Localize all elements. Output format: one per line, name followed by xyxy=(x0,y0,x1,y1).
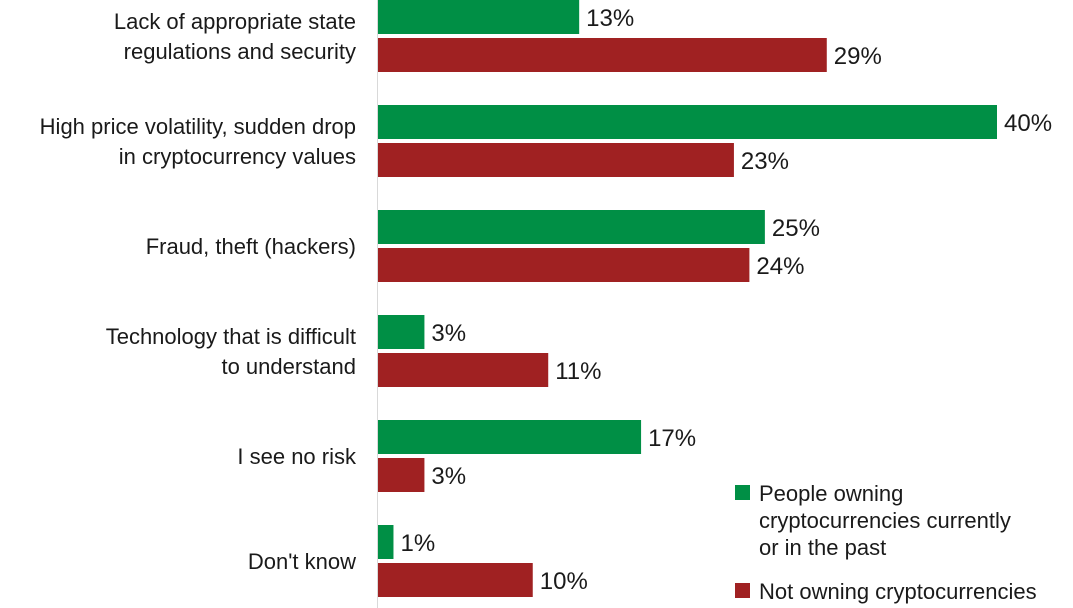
bar-not-owning xyxy=(378,38,827,72)
bar-not-owning xyxy=(378,458,425,492)
value-label-not-owning: 3% xyxy=(431,463,466,490)
legend: People owning cryptocurrencies currently… xyxy=(735,480,1070,605)
value-label-not-owning: 11% xyxy=(555,358,601,385)
bar-not-owning xyxy=(378,563,533,597)
category-label: Fraud, theft (hackers) xyxy=(146,234,356,259)
legend-swatch-owning xyxy=(735,485,750,500)
bar-owning xyxy=(378,420,642,454)
value-label-owning: 1% xyxy=(400,530,435,557)
bar-owning xyxy=(378,0,580,34)
value-label-owning: 3% xyxy=(431,320,466,347)
category-label: I see no risk xyxy=(237,444,357,469)
category-label: Don't know xyxy=(248,549,356,574)
legend-label-not-owning: Not owning cryptocurrencies xyxy=(759,579,1037,604)
category-label: High price volatility, sudden drop in cry… xyxy=(40,114,356,169)
category-label: Lack of appropriate state regulations and… xyxy=(114,9,356,64)
bar-owning xyxy=(378,525,394,559)
value-label-owning: 25% xyxy=(772,215,820,242)
value-label-not-owning: 29% xyxy=(834,43,882,70)
bar-not-owning xyxy=(378,248,750,282)
legend-item-owning: People owning cryptocurrencies currently… xyxy=(735,480,1070,561)
bar-owning xyxy=(378,210,765,244)
legend-swatch-not-owning xyxy=(735,583,750,598)
value-label-not-owning: 10% xyxy=(540,568,588,595)
value-label-owning: 17% xyxy=(648,425,696,452)
legend-label-owning: People owning cryptocurrencies currently… xyxy=(759,481,1011,560)
value-label-not-owning: 23% xyxy=(741,148,789,175)
bar-not-owning xyxy=(378,353,549,387)
value-label-not-owning: 24% xyxy=(756,253,804,280)
category-label: Technology that is difficult to understan… xyxy=(106,324,356,379)
bar-owning xyxy=(378,105,997,139)
bar-owning xyxy=(378,315,425,349)
value-label-owning: 13% xyxy=(586,5,634,32)
value-label-owning: 40% xyxy=(1004,110,1052,137)
bar-not-owning xyxy=(378,143,734,177)
legend-item-not-owning: Not owning cryptocurrencies xyxy=(735,578,1070,605)
